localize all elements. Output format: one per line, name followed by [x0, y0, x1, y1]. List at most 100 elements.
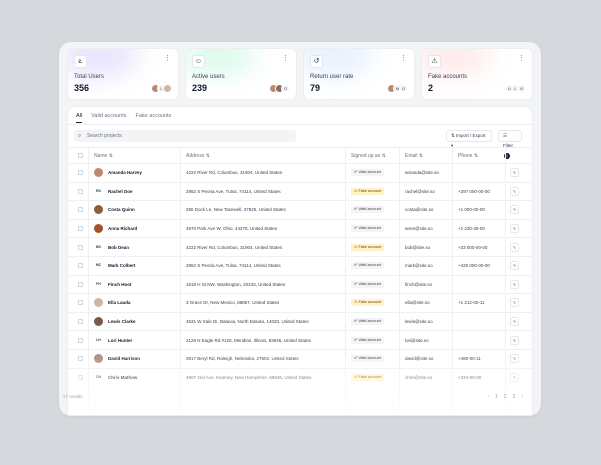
- more-icon[interactable]: ⋮: [164, 55, 171, 62]
- status-cell: ⚠ Fake account: [351, 294, 385, 312]
- email-cell: ella@site.so: [405, 300, 430, 306]
- table-row[interactable]: Costa Quinn 255 Dock Ln, New Tazewell, 3…: [68, 200, 532, 219]
- row-action-button[interactable]: ✎: [510, 201, 519, 219]
- user-name: Costa Quinn: [108, 207, 135, 213]
- table-row[interactable]: LH Lori Hunter 2126 N Eagle Rd #120, Meri…: [68, 330, 532, 349]
- phone-cell: +33 000-00-00: [458, 244, 488, 250]
- more-icon[interactable]: ⋮: [518, 55, 525, 62]
- search-input[interactable]: ⌕ Search projects: [74, 130, 296, 142]
- more-icon[interactable]: ⋮: [400, 55, 407, 62]
- edit-icon: ✎: [510, 372, 519, 382]
- results-count: 27 results: [63, 394, 83, 399]
- prev-page-button[interactable]: ‹: [487, 394, 489, 400]
- table-row[interactable]: Amanda Harvey 4222 River Rd, Columbus, 3…: [68, 163, 532, 182]
- row-checkbox[interactable]: [78, 164, 83, 182]
- user-name: Finch Hoot: [108, 281, 132, 287]
- row-checkbox[interactable]: [78, 294, 83, 312]
- table-row[interactable]: CM Chris Mathew 4907 2nd Ave, Kearney, Ne…: [68, 367, 532, 387]
- row-checkbox[interactable]: [78, 201, 83, 219]
- status-badge: ✔ Valid account: [351, 262, 384, 270]
- row-action-button[interactable]: ✎: [510, 331, 519, 349]
- column-header-email[interactable]: Email ⇅: [405, 152, 424, 159]
- column-header-phone[interactable]: Phone ⇅: [458, 152, 479, 159]
- table-row[interactable]: Anna Richard 4970 Park Ave W, Ohio, 4427…: [68, 218, 532, 238]
- table-row[interactable]: David Harrison 3917 Beryl Rd, Raleigh, N…: [68, 348, 532, 368]
- stat-card[interactable]: ఽ ⋮ Total Users 356 L: [67, 48, 179, 100]
- name-cell: Lewis Clarke: [94, 313, 136, 331]
- stat-value: 2: [428, 83, 434, 93]
- row-checkbox[interactable]: [78, 313, 83, 331]
- tab-valid-accounts[interactable]: Valid accounts: [91, 113, 127, 119]
- stat-card[interactable]: ☺ ⋮ Active users 239 O: [185, 48, 297, 100]
- column-divider: [345, 147, 346, 415]
- column-header-name[interactable]: Name ⇅: [94, 152, 113, 159]
- select-all-checkbox[interactable]: [78, 148, 83, 163]
- phone-cell: +1 230-39-00: [458, 226, 485, 232]
- avatar: RD: [95, 188, 102, 193]
- address-cell: 4531 W Sale Dr, Batavia, North Dakota, 1…: [186, 319, 309, 325]
- column-header-signed-up[interactable]: Signed up as ⇅: [351, 152, 386, 159]
- row-checkbox[interactable]: [78, 238, 83, 256]
- row-action-button[interactable]: ✎: [510, 294, 519, 312]
- address-cell: 2952 S Peoria Ave, Tulsa, 74114, United …: [186, 263, 281, 269]
- avatar: O: [281, 84, 290, 93]
- row-action-button[interactable]: ✎: [510, 313, 519, 331]
- row-checkbox[interactable]: [78, 369, 83, 387]
- edit-icon: ✎: [510, 224, 519, 234]
- row-action-button[interactable]: ✎: [510, 257, 519, 275]
- row-action-button[interactable]: ✎: [510, 220, 519, 238]
- email-cell: rachel@site.so: [405, 188, 435, 194]
- row-checkbox[interactable]: [78, 257, 83, 275]
- page-button[interactable]: 2: [503, 394, 507, 400]
- page-button[interactable]: 1: [494, 394, 498, 400]
- import-export-button[interactable]: ⇅ Import / Export ▾: [446, 130, 492, 148]
- tab-fake-accounts[interactable]: Fake accounts: [135, 113, 172, 119]
- next-page-button[interactable]: ›: [521, 394, 523, 400]
- avatar: G: [399, 84, 408, 93]
- address-cell: 1818 H St NW, Washington, 20433, United …: [186, 281, 286, 287]
- page-button[interactable]: 3: [512, 394, 516, 400]
- row-checkbox[interactable]: [78, 350, 83, 368]
- status-cell: ✔ Valid account: [351, 276, 384, 294]
- row-checkbox[interactable]: [78, 220, 83, 238]
- row-checkbox[interactable]: [78, 183, 83, 201]
- row-action-button[interactable]: ✎: [510, 183, 519, 201]
- table-row[interactable]: FH Finch Hoot 1818 H St NW, Washington, 2…: [68, 274, 532, 294]
- row-checkbox[interactable]: [78, 331, 83, 349]
- row-action-button[interactable]: ✎: [510, 164, 519, 182]
- avatar: [94, 205, 103, 215]
- phone-cell: +1 000-00-00: [458, 207, 485, 213]
- row-checkbox[interactable]: [78, 276, 83, 294]
- row-action-button[interactable]: ✎: [510, 350, 519, 368]
- name-cell: BD Bob Dean: [94, 238, 129, 256]
- table-row[interactable]: BD Bob Dean 4222 River Rd, Columbus, 3190…: [68, 237, 532, 256]
- filter-count-badge: 1: [504, 153, 510, 159]
- column-header-address[interactable]: Address ⇅: [186, 152, 210, 159]
- row-action-button[interactable]: ✎: [510, 238, 519, 256]
- address-cell: 3917 Beryl Rd, Raleigh, Nebraska, 27602,…: [186, 356, 299, 362]
- tab-all[interactable]: All: [76, 113, 83, 123]
- table-row[interactable]: RD Rachel Doe 2952 S Peoria Ave, Tulsa, 7…: [68, 181, 532, 201]
- stat-label: Total Users: [74, 74, 105, 80]
- table-row[interactable]: Lewis Clarke 4531 W Sale Dr, Batavia, No…: [68, 311, 532, 331]
- status-cell: ⚠ Fake account: [351, 369, 385, 387]
- name-cell: Amanda Harvey: [94, 164, 142, 182]
- address-cell: 255 Dock Ln, New Tazewell, 37825, United…: [186, 207, 286, 213]
- status-badge: ✔ Valid account: [351, 169, 384, 177]
- filter-button[interactable]: ☰ Filter 1: [498, 130, 522, 159]
- row-action-button[interactable]: ✎: [510, 276, 519, 294]
- column-divider: [180, 147, 181, 415]
- more-icon[interactable]: ⋮: [282, 55, 289, 62]
- status-cell: ⚠ Fake account: [351, 183, 385, 201]
- table-row[interactable]: Ella Lauda 3 Grace Dr, New Mexico, 88857…: [68, 293, 532, 312]
- table-row[interactable]: MC Mark Colbert 2952 S Peoria Ave, Tulsa,…: [68, 255, 532, 275]
- avatar: BD: [95, 244, 102, 249]
- name-cell: Ella Lauda: [94, 294, 131, 312]
- check-icon: ✔: [354, 281, 358, 286]
- status-badge: ✔ Valid account: [351, 280, 384, 288]
- status-badge: ⚠ Fake account: [351, 299, 385, 307]
- row-action-button[interactable]: ✎: [510, 369, 519, 387]
